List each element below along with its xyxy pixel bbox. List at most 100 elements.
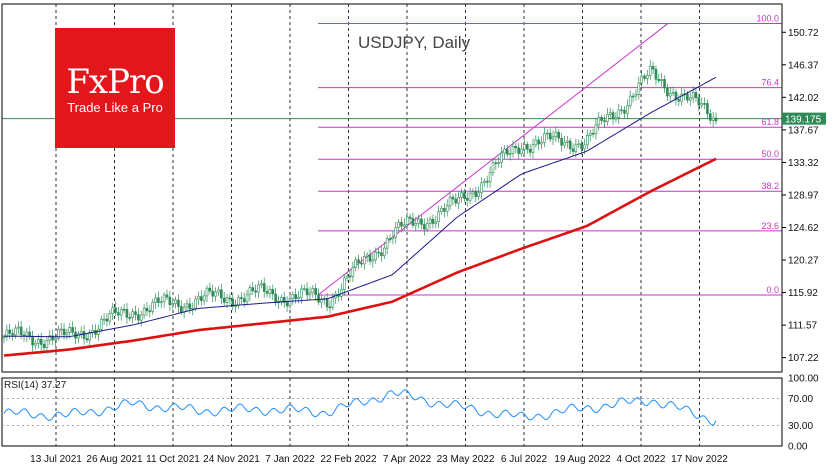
candle-body xyxy=(62,328,66,336)
candle-body xyxy=(626,105,629,114)
candle-body xyxy=(523,144,526,150)
candle-body xyxy=(403,224,406,227)
candle-body xyxy=(571,148,575,152)
candle-body xyxy=(654,68,658,80)
x-tick-label: 4 Oct 2022 xyxy=(617,454,666,465)
candle-body xyxy=(394,227,398,238)
rsi-y-tick-label: 30.00 xyxy=(788,421,813,432)
candle-body xyxy=(594,124,598,135)
candle-body xyxy=(377,251,380,254)
candle-body xyxy=(434,221,438,224)
candle-body xyxy=(414,223,418,226)
candle-body xyxy=(297,297,300,300)
candle-body xyxy=(451,196,455,200)
candle-body xyxy=(425,222,429,230)
candle-body xyxy=(597,117,601,126)
candle-body xyxy=(534,139,538,146)
x-tick-label: 24 Nov 2021 xyxy=(203,454,260,465)
candle-body xyxy=(205,287,209,297)
candle-body xyxy=(99,319,103,330)
candle-body xyxy=(454,198,458,204)
candle-body xyxy=(25,331,29,337)
candle-body xyxy=(111,307,114,314)
candle-body xyxy=(608,112,612,115)
candle-body xyxy=(145,307,149,312)
candle-body xyxy=(614,117,618,120)
candle-body xyxy=(688,97,692,101)
candle-body xyxy=(65,332,69,336)
candle-body xyxy=(59,328,63,331)
candle-body xyxy=(2,336,6,339)
candle-body xyxy=(225,297,229,303)
candle-body xyxy=(583,144,586,150)
fib-level-label: 76.4 xyxy=(761,78,779,88)
candle-body xyxy=(122,308,126,311)
candle-body xyxy=(197,296,200,300)
candle-body xyxy=(568,140,572,150)
candle-body xyxy=(471,191,475,194)
candle-body xyxy=(708,113,712,121)
candle-body xyxy=(428,218,432,224)
x-tick-label: 19 Aug 2022 xyxy=(554,454,611,465)
candle-body xyxy=(217,289,220,293)
candle-body xyxy=(517,147,520,154)
fib-level-label: 23.6 xyxy=(761,221,779,231)
y-tick-label: 124.62 xyxy=(788,223,819,234)
candle-body xyxy=(105,318,109,322)
rsi-y-tick-label: 70.00 xyxy=(788,394,813,405)
candle-body xyxy=(102,318,106,321)
candle-body xyxy=(606,114,609,123)
candle-body xyxy=(431,218,435,224)
candle-body xyxy=(554,131,558,138)
candle-body xyxy=(328,306,332,309)
candle-body xyxy=(706,103,709,115)
x-tick-label: 26 Aug 2021 xyxy=(86,454,143,465)
y-tick-label: 137.67 xyxy=(788,125,819,136)
fibonacci-layer: 100.0 76.4 61.8 50.0 38.2 23.6 0.0 xyxy=(317,13,782,296)
candle-body xyxy=(117,312,120,316)
candle-body xyxy=(362,256,366,265)
candle-body xyxy=(648,65,652,76)
candle-body xyxy=(545,132,549,135)
candle-body xyxy=(660,79,663,81)
x-tick-label: 6 Jul 2022 xyxy=(501,454,548,465)
current-price-tag xyxy=(782,112,826,125)
y-tick-label: 107.22 xyxy=(788,353,819,364)
candle-body xyxy=(51,335,54,341)
candle-body xyxy=(560,137,563,146)
x-tick-label: 17 Nov 2022 xyxy=(671,454,728,465)
candle-body xyxy=(686,93,689,101)
candle-body xyxy=(646,75,649,79)
candle-body xyxy=(511,145,515,154)
x-tick-label: 13 Jul 2021 xyxy=(30,454,82,465)
candle-body xyxy=(19,326,23,336)
candle-body xyxy=(637,82,641,95)
candle-body xyxy=(491,162,495,173)
candle-body xyxy=(211,290,215,297)
candle-body xyxy=(48,335,52,341)
candle-body xyxy=(302,288,306,291)
candle-body xyxy=(88,331,92,341)
candle-body xyxy=(265,291,269,294)
candle-body xyxy=(385,238,389,249)
candle-body xyxy=(391,237,395,240)
candle-body xyxy=(448,196,452,207)
candle-body xyxy=(480,182,483,194)
ma50-layer xyxy=(4,76,717,338)
candle-body xyxy=(508,153,512,155)
candle-body xyxy=(191,307,195,310)
candle-body xyxy=(440,208,443,212)
logo-brand: FxPro xyxy=(66,62,164,102)
candle-body xyxy=(443,208,446,212)
candle-body xyxy=(282,296,286,303)
candle-body xyxy=(411,218,415,226)
candle-body xyxy=(365,254,369,257)
y-tick-label: 111.57 xyxy=(788,321,818,332)
candle-body xyxy=(262,283,266,292)
candle-body xyxy=(623,109,626,114)
candle-body xyxy=(525,144,529,150)
y-tick-label: 128.97 xyxy=(788,190,819,201)
candle-body xyxy=(77,333,80,339)
candle-body xyxy=(228,297,232,300)
